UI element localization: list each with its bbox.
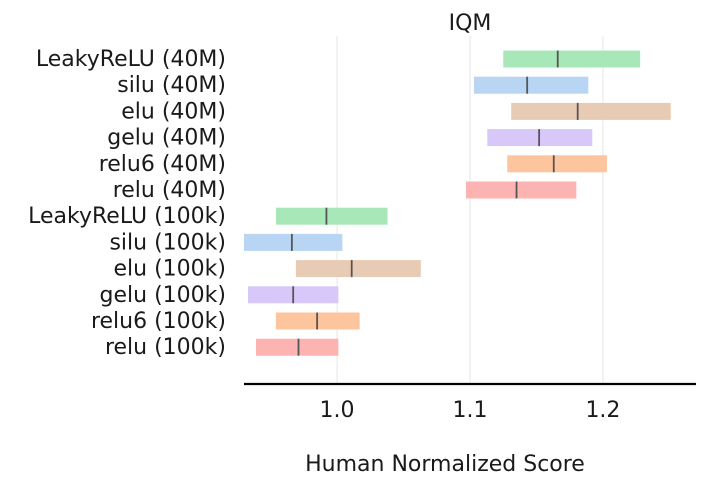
interval-bar-1 [473,76,589,94]
interval-bar-4 [507,155,607,173]
x-tick-label-0: 1.0 [320,398,355,423]
category-label-1: silu (40M) [117,73,226,98]
x-tick-label-2: 1.2 [585,398,620,423]
category-label-2: elu (40M) [121,99,226,124]
category-label-3: gelu (40M) [107,126,226,151]
interval-bar-7 [244,233,343,251]
category-label-0: LeakyReLU (40M) [36,47,226,72]
interval-bar-6 [275,207,388,225]
category-label-7: silu (100k) [109,230,226,255]
category-label-10: relu6 (100k) [91,309,226,334]
interval-bar-2 [511,102,671,120]
category-label-11: relu (100k) [105,335,226,360]
interval-bar-8 [295,260,421,278]
interval-bar-0 [503,50,641,68]
x-tick-label-1: 1.1 [453,398,488,423]
bar-layer [244,50,671,356]
interval-bar-5 [466,181,577,199]
category-label-8: elu (100k) [114,257,226,282]
category-label-6: LeakyReLU (100k) [28,204,226,229]
category-label-4: relu6 (40M) [99,152,226,177]
x-tick-layer: 1.0 1.1 1.2 [320,398,621,423]
x-axis-label: Human Normalized Score [305,452,585,477]
category-label-layer: LeakyReLU (40M)silu (40M)elu (40M)gelu (… [28,47,226,360]
chart-title: IQM [449,11,492,36]
category-label-5: relu (40M) [113,178,226,203]
interval-bar-11 [255,338,339,356]
category-label-9: gelu (100k) [100,283,226,308]
